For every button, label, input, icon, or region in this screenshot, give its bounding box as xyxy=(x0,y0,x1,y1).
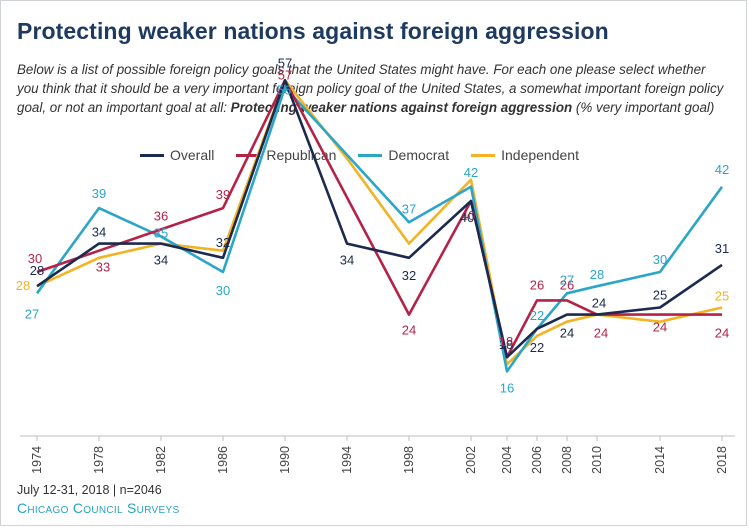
data-label-democrat: 16 xyxy=(500,380,514,395)
legend-label: Independent xyxy=(501,147,579,163)
series-line-independent xyxy=(36,79,723,366)
x-tick-label: 1982 xyxy=(154,446,168,474)
x-tick-label: 1998 xyxy=(402,446,416,474)
chart-legend: Overall Republican Democrat Independent xyxy=(140,147,579,163)
data-label-overall: 32 xyxy=(216,235,230,250)
data-label-republican: 33 xyxy=(96,260,110,275)
data-label-independent: 28 xyxy=(16,278,30,293)
data-label-democrat: 30 xyxy=(653,252,667,267)
data-label-republican: 24 xyxy=(402,323,416,338)
x-tick-label: 2018 xyxy=(715,446,729,474)
data-label-democrat: 42 xyxy=(464,165,478,180)
legend-label: Democrat xyxy=(388,147,450,163)
data-label-republican: 26 xyxy=(560,277,574,292)
data-label-overall: 31 xyxy=(715,241,729,256)
data-label-overall: 18 xyxy=(499,337,513,352)
data-label-democrat: 28 xyxy=(590,267,604,282)
subtitle-item: Protecting weaker nations against foreig… xyxy=(230,100,573,115)
subtitle-question: Below is a list of possible foreign poli… xyxy=(17,62,724,115)
data-label-overall: 57 xyxy=(278,55,292,70)
x-tick-label: 2008 xyxy=(560,446,574,474)
legend-swatch xyxy=(358,153,383,157)
x-tick-label: 2014 xyxy=(653,446,667,474)
data-label-overall: 25 xyxy=(653,288,667,303)
x-tick-label: 1990 xyxy=(278,446,292,474)
x-tick-label: 1978 xyxy=(92,446,106,474)
data-label-democrat: 27 xyxy=(560,272,574,287)
survey-date: July 12-31, 2018 | n=2046 xyxy=(17,483,162,497)
x-tick-label: 1974 xyxy=(30,446,44,474)
source-label: Chicago Council Surveys xyxy=(17,500,180,516)
x-tick-label: 2002 xyxy=(464,446,478,474)
legend-item: Overall xyxy=(140,147,214,163)
legend-swatch xyxy=(140,153,164,157)
series-line-republican xyxy=(36,79,722,359)
data-label-democrat: 39 xyxy=(92,186,106,201)
data-label-republican: 30 xyxy=(28,251,42,266)
data-label-democrat: 42 xyxy=(715,162,729,177)
data-label-republican: 24 xyxy=(715,326,729,341)
series-line-overall xyxy=(36,79,723,359)
x-tick-label: 1986 xyxy=(216,446,230,474)
data-label-independent: 25 xyxy=(715,289,729,304)
legend-label: Republican xyxy=(266,147,337,163)
data-label-democrat: 22 xyxy=(530,308,544,323)
data-label-democrat: 27 xyxy=(25,306,39,321)
data-label-overall: 34 xyxy=(340,253,354,268)
data-label-democrat: 37 xyxy=(402,201,416,216)
data-label-overall: 24 xyxy=(592,296,606,311)
data-label-overall: 40 xyxy=(460,210,474,225)
x-tick-label: 2006 xyxy=(530,446,544,474)
data-label-overall: 32 xyxy=(402,268,416,283)
data-label-republican: 36 xyxy=(154,208,168,223)
legend-swatch xyxy=(471,153,496,157)
data-label-republican: 18 xyxy=(499,334,513,349)
x-tick-label: 2010 xyxy=(590,446,604,474)
data-label-republican: 39 xyxy=(216,187,230,202)
data-label-democrat: 35 xyxy=(154,226,168,241)
data-label-republican: 26 xyxy=(530,277,544,292)
chart-title: Protecting weaker nations against foreig… xyxy=(17,18,609,44)
subtitle-unit: (% very important goal) xyxy=(572,100,715,115)
data-label-republican: 24 xyxy=(653,320,667,335)
data-label-overall: 24 xyxy=(560,326,574,341)
data-label-overall: 34 xyxy=(154,253,168,268)
x-tick-label: 1994 xyxy=(340,446,354,474)
data-label-democrat: 56 xyxy=(277,82,291,97)
legend-item: Independent xyxy=(471,147,579,163)
data-label-overall: 34 xyxy=(92,225,106,240)
legend-item: Democrat xyxy=(358,147,449,163)
data-label-overall: 28 xyxy=(30,263,44,278)
data-label-democrat: 30 xyxy=(216,283,230,298)
chart-subtitle: Below is a list of possible foreign poli… xyxy=(17,60,727,117)
data-label-republican: 24 xyxy=(594,326,608,341)
legend-label: Overall xyxy=(170,147,215,163)
series-line-democrat xyxy=(35,86,724,373)
data-label-overall: 22 xyxy=(530,340,544,355)
data-label-republican: 40 xyxy=(461,208,475,223)
x-tick-label: 2004 xyxy=(500,446,514,474)
data-label-republican: 57 xyxy=(278,67,292,82)
